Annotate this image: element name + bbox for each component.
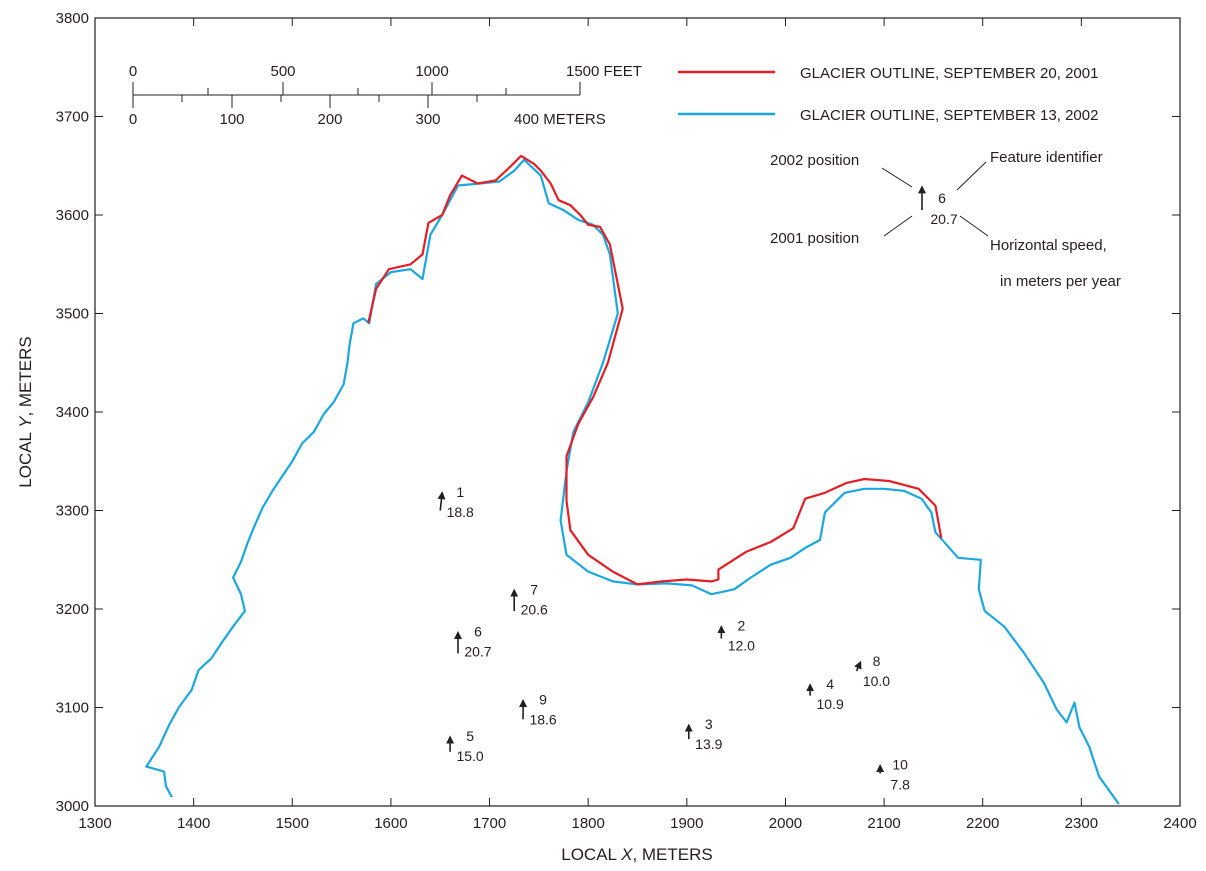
x-axis-ticks: 1300 1400 1500 1600 1700 1800 1900 2000 2100 2200… [78, 18, 1197, 832]
feature-id-8: 8 [873, 653, 881, 669]
feature-id-5: 5 [466, 728, 474, 744]
feature-id-4: 4 [826, 676, 834, 692]
key-speed-value: 20.7 [930, 211, 957, 227]
x-tick-label: 1400 [177, 815, 210, 832]
x-tick-label: 2400 [1163, 815, 1196, 832]
speed-label-1: 18.8 [447, 504, 474, 520]
x-tick-label: 1500 [276, 815, 309, 832]
key-feature-id: 6 [938, 190, 946, 206]
x-tick-label: 2100 [867, 815, 900, 832]
outline-2001 [367, 154, 943, 586]
explanation-key: 6 20.7 2002 position 2001 position Featu… [770, 149, 1121, 290]
feature-id-2: 2 [737, 618, 745, 634]
x-axis-title: LOCAL X, METERS [561, 845, 712, 864]
glacier-outlines [145, 154, 1120, 805]
speed-label-6: 20.7 [464, 644, 491, 660]
scale-meters-100: 100 [219, 111, 244, 128]
y-tick-label: 3500 [56, 306, 89, 323]
key-label-2002-position: 2002 position [770, 152, 859, 169]
x-tick-label: 2000 [769, 815, 802, 832]
y-tick-label: 3400 [56, 404, 89, 421]
speed-label-4: 10.9 [816, 696, 843, 712]
speed-label-8: 10.0 [863, 673, 890, 689]
scale-meters-0: 0 [129, 111, 137, 128]
velocity-vectors: 1 18.8 2 12.0 3 13.9 4 10.9 5 15.0 6 20.7 7 20.6 8 10.0… [437, 484, 910, 793]
feature-id-7: 7 [530, 581, 538, 597]
scale-meters-300: 300 [415, 111, 440, 128]
key-label-horizontal-speed: Horizontal speed, [990, 237, 1107, 254]
y-tick-label: 3100 [56, 700, 89, 717]
plot-frame [94, 17, 1181, 807]
feature-id-1: 1 [456, 484, 464, 500]
x-tick-label: 1600 [374, 815, 407, 832]
y-tick-label: 3800 [56, 10, 89, 27]
y-tick-label: 3600 [56, 207, 89, 224]
feature-id-6: 6 [474, 624, 482, 640]
scale-feet-1000: 1000 [415, 63, 448, 80]
feature-id-3: 3 [705, 716, 713, 732]
key-label-feature-identifier: Feature identifier [990, 149, 1103, 166]
speed-label-2: 12.0 [728, 638, 755, 654]
y-tick-label: 3700 [56, 109, 89, 126]
legend-label-2002: GLACIER OUTLINE, SEPTEMBER 13, 2002 [800, 107, 1098, 124]
x-tick-label: 1900 [670, 815, 703, 832]
y-tick-label: 3300 [56, 503, 89, 520]
y-axis-title: LOCAL Y, METERS [16, 336, 35, 487]
key-label-speed-units: in meters per year [1000, 273, 1121, 290]
legend-label-2001: GLACIER OUTLINE, SEPTEMBER 20, 2001 [800, 65, 1098, 82]
scale-feet-500: 500 [270, 63, 295, 80]
speed-label-7: 20.6 [521, 601, 548, 617]
feature-id-10: 10 [892, 757, 908, 773]
x-tick-label: 1700 [473, 815, 506, 832]
key-label-2001-position: 2001 position [770, 230, 859, 247]
velocity-arrow-1 [437, 491, 446, 511]
x-tick-label: 2300 [1065, 815, 1098, 832]
feature-id-9: 9 [539, 692, 547, 708]
outline-2002 [145, 158, 1120, 805]
scale-meters-200: 200 [317, 111, 342, 128]
y-tick-label: 3200 [56, 601, 89, 618]
speed-label-5: 15.0 [456, 748, 483, 764]
speed-label-10: 7.8 [890, 777, 910, 793]
scale-feet-0: 0 [129, 63, 137, 80]
speed-label-3: 13.9 [695, 736, 722, 752]
legend: GLACIER OUTLINE, SEPTEMBER 20, 2001 GLAC… [678, 65, 1098, 124]
y-tick-label: 3000 [56, 798, 89, 815]
scale-bar: 0 500 1000 1500 FEET 0 100 200 300 400 M… [129, 63, 642, 128]
x-tick-label: 1300 [78, 815, 111, 832]
scale-feet-1500: 1500 FEET [566, 63, 642, 80]
scale-meters-400: 400 METERS [514, 111, 606, 128]
x-tick-label: 1800 [571, 815, 604, 832]
speed-label-9: 18.6 [529, 712, 556, 728]
velocity-arrow-8 [854, 660, 862, 672]
x-tick-label: 2200 [966, 815, 999, 832]
